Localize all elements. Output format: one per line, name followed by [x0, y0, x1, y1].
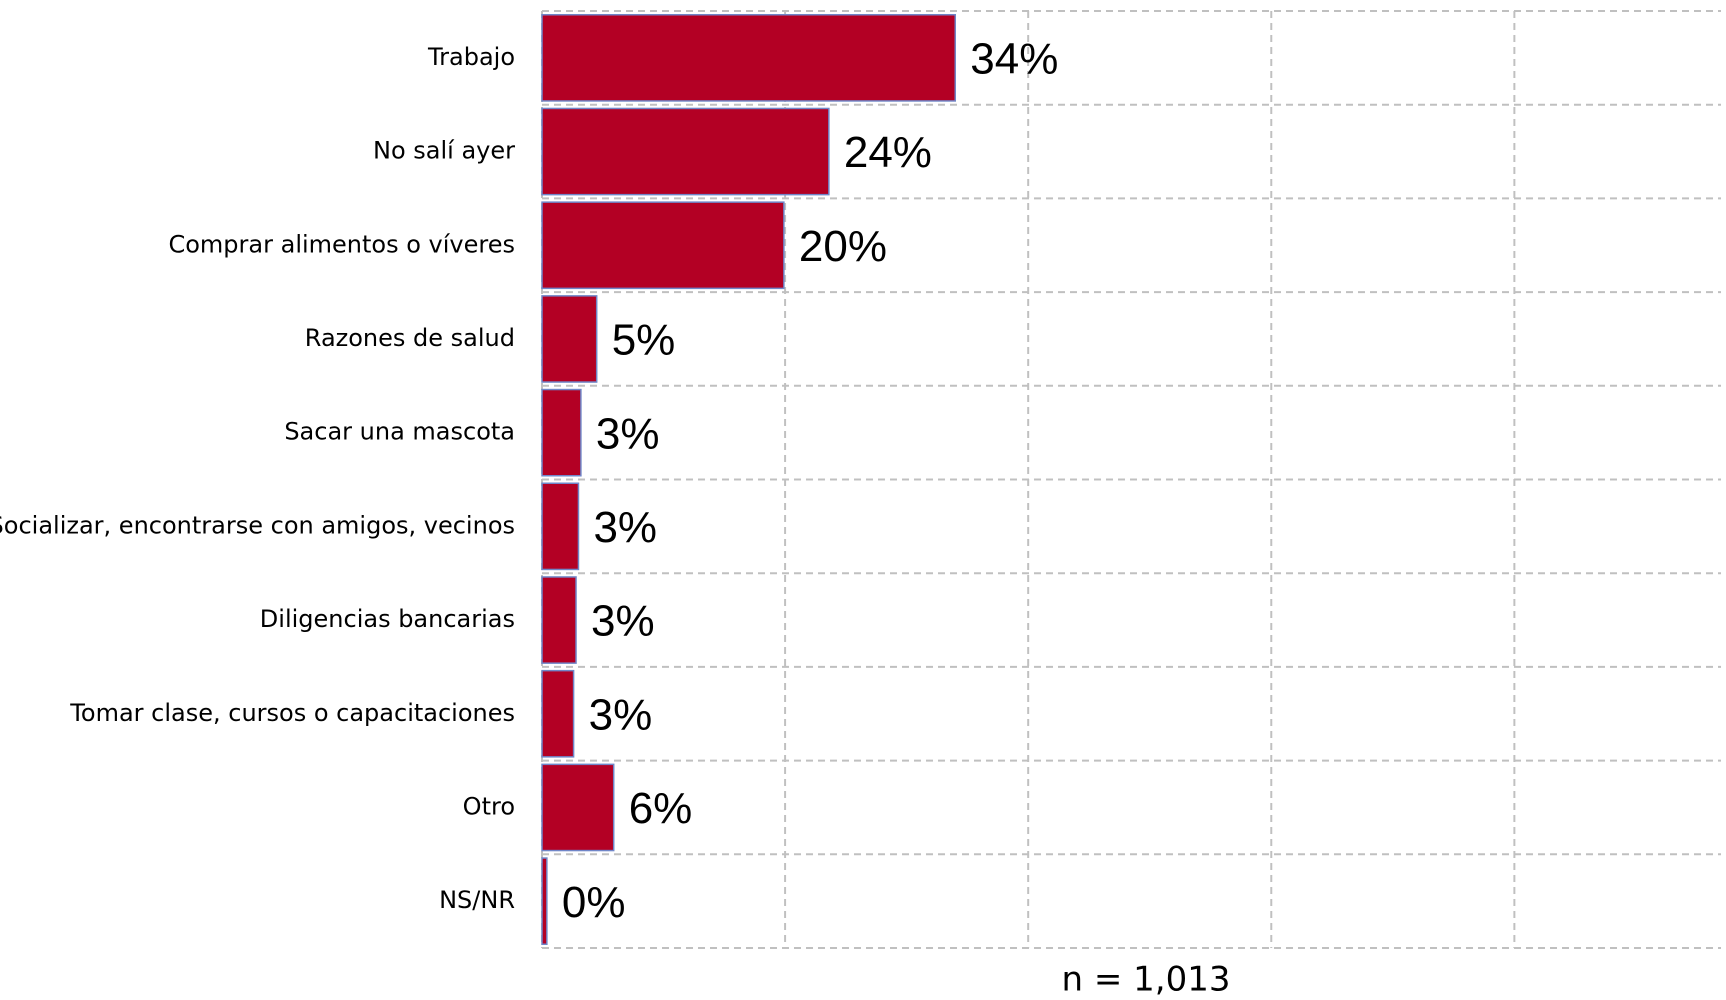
- bar: [541, 13, 957, 102]
- value-label: 3%: [596, 409, 660, 458]
- category-label: Diligencias bancarias: [260, 605, 515, 633]
- category-label: Tomar clase, cursos o capacitaciones: [69, 699, 515, 727]
- category-label: Razones de salud: [305, 324, 515, 352]
- bar: [541, 482, 580, 571]
- bar: [541, 107, 830, 196]
- value-label: 5%: [612, 316, 676, 365]
- category-label: NS/NR: [439, 886, 515, 914]
- bar: [541, 857, 548, 946]
- bar: [541, 295, 598, 383]
- value-label: 6%: [629, 784, 693, 833]
- category-label: Comprar alimentos o víveres: [168, 230, 515, 258]
- value-label: 20%: [799, 222, 887, 271]
- category-label: Trabajo: [427, 43, 515, 71]
- bar: [541, 763, 615, 852]
- bar: [541, 201, 785, 290]
- value-label: 24%: [844, 128, 932, 177]
- value-label: 3%: [589, 690, 653, 739]
- bar: [541, 669, 575, 758]
- bar: [541, 576, 577, 664]
- value-label: 3%: [591, 597, 655, 646]
- category-label: Sacar una mascota: [284, 418, 515, 446]
- category-label: Socializar, encontrarse con amigos, veci…: [0, 511, 515, 539]
- category-label: No salí ayer: [373, 137, 515, 165]
- sample-size-note: n = 1,013: [1062, 960, 1231, 1000]
- value-label: 34%: [970, 34, 1058, 83]
- value-label: 3%: [593, 503, 657, 552]
- bar: [541, 388, 582, 477]
- category-label: Otro: [463, 792, 515, 820]
- value-label: 0%: [562, 878, 626, 927]
